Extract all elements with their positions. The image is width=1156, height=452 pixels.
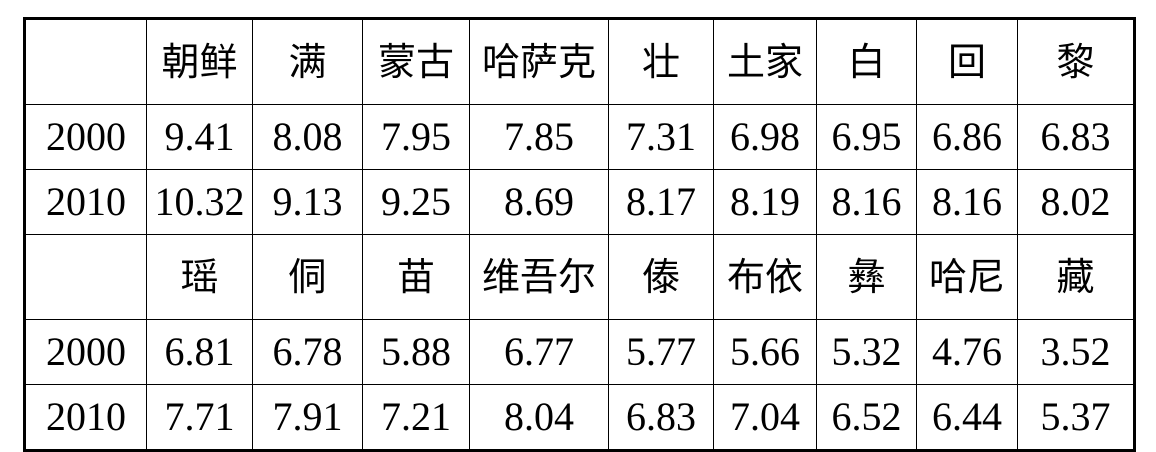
value-cell: 6.81: [146, 319, 253, 385]
value-cell: 7.95: [362, 104, 470, 170]
value-cell: 8.04: [469, 384, 609, 451]
value-cell: 5.37: [1017, 384, 1135, 451]
value-cell: 7.31: [608, 104, 714, 170]
header-row: 瑶侗苗维吾尔傣布依彝哈尼藏: [24, 234, 1135, 320]
value-cell: 6.78: [252, 319, 363, 385]
group-header: 白: [816, 18, 917, 105]
group-header: 壮: [608, 18, 714, 105]
value-cell: 8.08: [252, 104, 363, 170]
group-header: 藏: [1017, 234, 1135, 320]
value-cell: 5.88: [362, 319, 470, 385]
value-cell: 6.77: [469, 319, 609, 385]
year-cell: 2010: [24, 169, 147, 235]
value-cell: 6.44: [916, 384, 1018, 451]
value-cell: 6.95: [816, 104, 917, 170]
group-header: 彝: [816, 234, 917, 320]
value-cell: 6.52: [816, 384, 917, 451]
value-cell: 5.32: [816, 319, 917, 385]
value-cell: 7.91: [252, 384, 363, 451]
group-header: 哈尼: [916, 234, 1018, 320]
corner-cell: [24, 18, 147, 105]
value-cell: 9.13: [252, 169, 363, 235]
group-header: 瑶: [146, 234, 253, 320]
value-cell: 7.71: [146, 384, 253, 451]
group-header: 满: [252, 18, 363, 105]
value-cell: 8.19: [713, 169, 817, 235]
table-row: 2000 6.81 6.78 5.88 6.77 5.77 5.66 5.32 4.76 3.52: [24, 319, 1135, 385]
value-cell: 8.17: [608, 169, 714, 235]
table-row: 2010 7.71 7.91 7.21 8.04 6.83 7.04 6.52 6.44 5.37: [24, 384, 1135, 451]
value-cell: 6.83: [1017, 104, 1135, 170]
value-cell: 8.69: [469, 169, 609, 235]
year-cell: 2000: [24, 319, 147, 385]
group-header: 傣: [608, 234, 714, 320]
value-cell: 6.98: [713, 104, 817, 170]
value-cell: 7.21: [362, 384, 470, 451]
group-header: 蒙古: [362, 18, 470, 105]
value-cell: 8.16: [816, 169, 917, 235]
value-cell: 4.76: [916, 319, 1018, 385]
year-cell: 2010: [24, 384, 147, 451]
value-cell: 8.16: [916, 169, 1018, 235]
value-cell: 5.77: [608, 319, 714, 385]
year-cell: 2000: [24, 104, 147, 170]
group-header: 朝鲜: [146, 18, 253, 105]
corner-cell: [24, 234, 147, 320]
value-cell: 6.83: [608, 384, 714, 451]
header-row: 朝鲜满蒙古 哈萨克壮土家白回黎: [24, 18, 1135, 105]
value-cell: 3.52: [1017, 319, 1135, 385]
value-cell: 7.85: [469, 104, 609, 170]
group-header: 哈萨克: [469, 18, 609, 105]
data-table: 朝鲜满蒙古 哈萨克壮土家白回黎 2000 9.41 8.08 7.95 7.85 7.31 6.…: [23, 17, 1136, 452]
group-header: 黎: [1017, 18, 1135, 105]
group-header: 土家: [713, 18, 817, 105]
group-header: 苗: [362, 234, 470, 320]
value-cell: 10.32: [146, 169, 253, 235]
group-header: 维吾尔: [469, 234, 609, 320]
table-row: 2010 10.32 9.13 9.25 8.69 8.17 8.19 8.16 8.16 8.0…: [24, 169, 1135, 235]
value-cell: 8.02: [1017, 169, 1135, 235]
group-header: 侗: [252, 234, 363, 320]
value-cell: 5.66: [713, 319, 817, 385]
value-cell: 6.86: [916, 104, 1018, 170]
value-cell: 7.04: [713, 384, 817, 451]
value-cell: 9.25: [362, 169, 470, 235]
group-header: 布依: [713, 234, 817, 320]
group-header: 回: [916, 18, 1018, 105]
value-cell: 9.41: [146, 104, 253, 170]
table-row: 2000 9.41 8.08 7.95 7.85 7.31 6.98 6.95 6.86 6.83: [24, 104, 1135, 170]
